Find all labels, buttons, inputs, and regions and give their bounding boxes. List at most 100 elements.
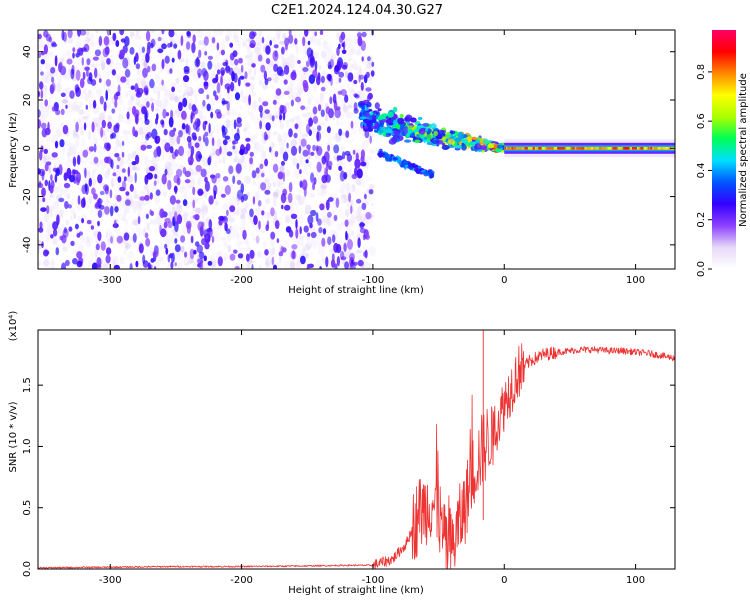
heatmap-cell [169, 129, 176, 137]
heatmap-cell [229, 205, 236, 213]
signal-core-cell [617, 147, 623, 150]
heatmap-cell [135, 164, 140, 173]
heatmap-cell [75, 53, 80, 58]
heatmap-cell [51, 126, 55, 130]
heatmap-cell [158, 237, 164, 244]
heatmap-cell [353, 235, 357, 245]
heatmap-cell [55, 129, 63, 138]
heatmap-cell [141, 204, 145, 209]
heatmap-cell [325, 56, 330, 62]
heatmap-cell [174, 95, 179, 103]
heatmap-cell [51, 116, 57, 124]
heatmap-cell [281, 46, 285, 55]
heatmap-cell [72, 169, 79, 175]
heatmap-cell [123, 251, 127, 256]
heatmap-cell [145, 30, 151, 42]
heatmap-cell [156, 113, 159, 121]
heatmap-cell [80, 136, 85, 146]
heatmap-cell [161, 43, 167, 50]
signal-core-cell [546, 147, 554, 150]
heatmap-cell [198, 49, 202, 59]
heatmap-cell [56, 82, 62, 93]
heatmap-cell [217, 256, 223, 267]
heatmap-cell [58, 226, 62, 236]
heatmap-cell [62, 124, 69, 135]
heatmap-cell [364, 130, 370, 139]
heatmap-cell [282, 239, 287, 249]
heatmap-cell [109, 205, 114, 217]
heatmap-cell [166, 160, 170, 167]
heatmap-cell [285, 216, 291, 222]
heatmap-cell [229, 253, 236, 261]
heatmap-cell [247, 111, 254, 116]
heatmap-cell [259, 264, 262, 269]
heatmap-cell [327, 65, 333, 70]
heatmap-cell [333, 144, 340, 154]
heatmap-cell [174, 238, 178, 244]
heatmap-cell [298, 131, 304, 141]
heatmap-cell [305, 204, 312, 215]
heatmap-cell [52, 228, 58, 237]
heatmap-cell [79, 78, 85, 89]
heatmap-cell [287, 192, 293, 204]
heatmap-cell [184, 179, 191, 184]
heatmap-cell [39, 221, 43, 229]
heatmap-cell [252, 236, 256, 241]
heatmap-cell [203, 54, 209, 61]
heatmap-cell [128, 193, 133, 201]
snr-x-ticks: -300 -200 -100 0 100 [99, 330, 645, 586]
heatmap-cell [269, 40, 273, 46]
heatmap-cell [131, 78, 136, 83]
heatmap-cell [249, 91, 256, 97]
heatmap-cell [103, 80, 106, 89]
heatmap-cell [307, 192, 312, 198]
heatmap-cell [146, 45, 151, 55]
heatmap-cell [153, 266, 157, 269]
heatmap-cell [154, 107, 160, 112]
heatmap-cell [50, 260, 55, 269]
heatmap-cell [232, 224, 239, 233]
heatmap-cell [278, 40, 286, 45]
heatmap-cell [192, 34, 196, 43]
heatmap-cell [308, 161, 312, 169]
heatmap-cell [222, 139, 228, 146]
heatmap-cell [294, 38, 298, 45]
heatmap-cell [77, 185, 83, 191]
heatmap-cell [207, 60, 213, 70]
heatmap-cell [78, 231, 83, 236]
heatmap-cell [174, 149, 179, 157]
heatmap-cell [123, 206, 130, 214]
heatmap-cell [242, 229, 247, 240]
heatmap-cell [291, 69, 297, 78]
heatmap-cell [281, 138, 287, 144]
heatmap-cell [194, 97, 198, 105]
heatmap-cell [314, 60, 318, 72]
heatmap-cell [290, 250, 297, 260]
heatmap-cell [297, 197, 304, 206]
heatmap-cell [319, 30, 324, 35]
heatmap-cell [46, 156, 53, 161]
heatmap-cell [117, 212, 125, 220]
heatmap-cell [385, 154, 392, 158]
heatmap-cell [213, 64, 218, 71]
heatmap-cell [107, 115, 112, 122]
heatmap-cell [351, 173, 358, 180]
heatmap-cell [200, 30, 204, 39]
heatmap-cell [329, 96, 333, 105]
heatmap-cell [340, 197, 345, 205]
heatmap-cell [261, 36, 265, 44]
heatmap-cell [182, 199, 188, 207]
heatmap-cell [232, 145, 236, 150]
heatmap-cell [320, 75, 325, 83]
heatmap-cell [194, 241, 200, 247]
heatmap-cell [55, 109, 61, 116]
heatmap-cell [275, 88, 282, 96]
heatmap-cell [357, 259, 364, 267]
heatmap-cell [371, 202, 374, 207]
heatmap-cell [259, 98, 263, 104]
heatmap-cell [168, 30, 175, 38]
heatmap-cell [44, 53, 51, 58]
heatmap-cell [43, 44, 49, 55]
heatmap-cell [206, 103, 211, 112]
heatmap-cell [161, 30, 165, 35]
